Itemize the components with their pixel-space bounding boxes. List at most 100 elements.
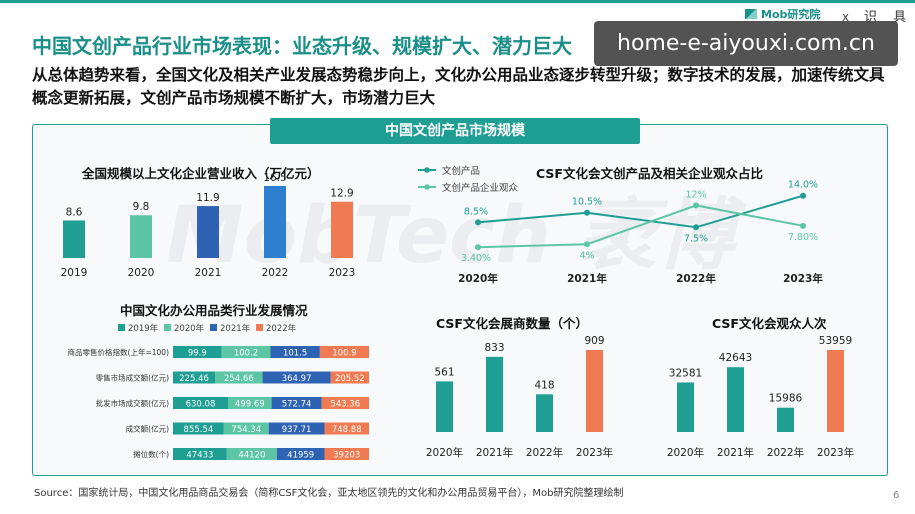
office-segment bbox=[226, 448, 277, 460]
office-supplies-chart-title: 中国文化办公用品类行业发展情况 bbox=[120, 303, 308, 318]
revenue-bar bbox=[264, 186, 286, 258]
share-point-label: 7.5% bbox=[684, 233, 708, 244]
share-x-tick: 2022年 bbox=[676, 272, 716, 285]
office-segment bbox=[173, 422, 224, 435]
url-watermark-overlay: home-e-aiyouxi.com.cn bbox=[594, 21, 898, 66]
office-segment-label: 754.34 bbox=[231, 425, 261, 435]
share-legend-label: 文创产品企业观众 bbox=[442, 182, 519, 194]
exhibitors-value-label: 418 bbox=[534, 379, 554, 391]
share-point bbox=[475, 244, 481, 251]
share-point bbox=[800, 192, 806, 199]
share-point bbox=[693, 202, 699, 209]
office-legend-label: 2021年 bbox=[220, 323, 251, 334]
visitors-bar bbox=[827, 350, 844, 432]
brand-name: Mob研究院 bbox=[761, 8, 821, 21]
revenue-value-label: 12.9 bbox=[330, 188, 353, 200]
office-segment bbox=[321, 397, 369, 409]
revenue-value-label: 16.5 bbox=[263, 172, 286, 184]
office-segment bbox=[319, 346, 369, 358]
exhibitors-bar bbox=[536, 394, 553, 432]
exhibitors-x-tick: 2021年 bbox=[476, 446, 513, 459]
visitors-value-label: 42643 bbox=[719, 352, 752, 364]
revenue-bar bbox=[197, 206, 219, 258]
share-point-label: 4% bbox=[579, 250, 594, 261]
top-accent-rule bbox=[0, 0, 915, 3]
office-segment bbox=[173, 371, 216, 384]
close-button[interactable]: x bbox=[842, 10, 850, 24]
office-legend-swatch bbox=[256, 324, 263, 331]
office-segment bbox=[330, 371, 369, 384]
office-segment-label: 41959 bbox=[287, 451, 314, 461]
watermark-layer: MobTech 袤博 bbox=[166, 191, 747, 281]
office-segment-label: 572.74 bbox=[282, 400, 312, 410]
share-point bbox=[800, 222, 806, 229]
revenue-chart-title: 全国规模以上文化企业营业收入（万亿元） bbox=[82, 166, 320, 181]
visitors-x-tick: 2021年 bbox=[717, 446, 754, 459]
office-legend-swatch bbox=[210, 324, 217, 331]
office-segment-label: 748.88 bbox=[332, 425, 362, 435]
office-row-label: 商品零售价格指数(上年=100) bbox=[68, 347, 170, 357]
share-point-label: 12% bbox=[685, 189, 706, 200]
office-segment bbox=[271, 397, 322, 409]
revenue-value-label: 11.9 bbox=[196, 192, 219, 204]
share-point bbox=[584, 241, 590, 248]
office-segment bbox=[215, 371, 263, 384]
office-segment bbox=[173, 397, 228, 409]
visitors-chart-title: CSF文化会观众人次 bbox=[712, 316, 827, 331]
office-segment-label: 364.97 bbox=[282, 374, 312, 384]
office-segment bbox=[270, 346, 320, 358]
revenue-x-tick: 2023 bbox=[329, 267, 356, 279]
exhibitors-chart: 561 2020年 833 2021年 418 2022年 909 2023年 bbox=[426, 335, 613, 459]
office-segment bbox=[223, 422, 269, 435]
office-segment-label: 44120 bbox=[238, 451, 265, 461]
visitors-value-label: 32581 bbox=[669, 367, 702, 379]
share-x-tick: 2023年 bbox=[783, 272, 823, 285]
office-row-label: 零售市场成交额(亿元) bbox=[96, 373, 169, 383]
visitors-bar bbox=[777, 407, 794, 432]
brand-logo: Mob研究院 bbox=[745, 6, 820, 22]
revenue-bar bbox=[331, 201, 353, 258]
office-row-label: 摊位数(个) bbox=[133, 449, 169, 459]
office-segment-label: 630.08 bbox=[186, 400, 216, 410]
source-note: Source：国家统计局，中国文化用品商品交易会（简称CSF文化会，亚太地区领先… bbox=[34, 488, 624, 499]
exhibitors-bar bbox=[436, 381, 453, 432]
revenue-x-tick: 2021 bbox=[195, 267, 222, 279]
office-segment bbox=[227, 397, 272, 409]
audience-share-chart-title: CSF文化会文创产品及相关企业观众占比 bbox=[536, 166, 763, 181]
share-point-label: 3.40% bbox=[461, 253, 491, 264]
visitors-value-label: 15986 bbox=[769, 393, 803, 405]
page-number: 6 bbox=[893, 490, 900, 501]
revenue-chart: 8.6 2019 9.8 2020 11.9 2021 16.5 2022 12.9 2023 bbox=[61, 172, 356, 279]
office-segment-label: 99.9 bbox=[188, 349, 207, 359]
exhibitors-value-label: 909 bbox=[584, 335, 604, 347]
visitors-chart: 32581 2020年 42643 2021年 15986 2022年 53959 2023年 bbox=[667, 335, 854, 459]
exhibitors-x-tick: 2020年 bbox=[426, 446, 463, 459]
page-subtitle: 从总体趋势来看，全国文化及相关产业发展态势稳步向上，文化办公用品业态逐步转型升级… bbox=[32, 66, 885, 107]
office-segment-label: 47433 bbox=[186, 451, 213, 461]
office-segment-label: 39203 bbox=[333, 451, 360, 461]
watermark-text: MobTech 袤博 bbox=[166, 191, 747, 281]
visitors-bar bbox=[677, 382, 694, 432]
visitors-x-tick: 2022年 bbox=[767, 446, 804, 459]
office-segment-label: 205.52 bbox=[335, 374, 365, 384]
revenue-x-tick: 2020 bbox=[128, 267, 155, 279]
revenue-x-tick: 2019 bbox=[61, 267, 88, 279]
share-point-label: 7.80% bbox=[788, 232, 818, 243]
exhibitors-bar bbox=[486, 356, 503, 432]
visitors-x-tick: 2023年 bbox=[817, 446, 854, 459]
exhibitors-chart-title: CSF文化会展商数量（个） bbox=[436, 316, 588, 331]
exhibitors-x-tick: 2023年 bbox=[576, 446, 613, 459]
exhibitors-bar bbox=[586, 350, 603, 432]
office-legend-label: 2020年 bbox=[174, 323, 205, 334]
share-point-label: 14.0% bbox=[788, 180, 818, 191]
share-point bbox=[693, 224, 699, 231]
office-legend-swatch bbox=[164, 324, 171, 331]
office-segment bbox=[268, 422, 325, 435]
exhibitors-x-tick: 2022年 bbox=[526, 446, 563, 459]
share-legend-marker bbox=[424, 167, 430, 173]
share-legend-marker bbox=[424, 184, 430, 190]
office-legend-label: 2022年 bbox=[266, 323, 297, 334]
office-row-label: 成交额(亿元) bbox=[126, 424, 169, 434]
